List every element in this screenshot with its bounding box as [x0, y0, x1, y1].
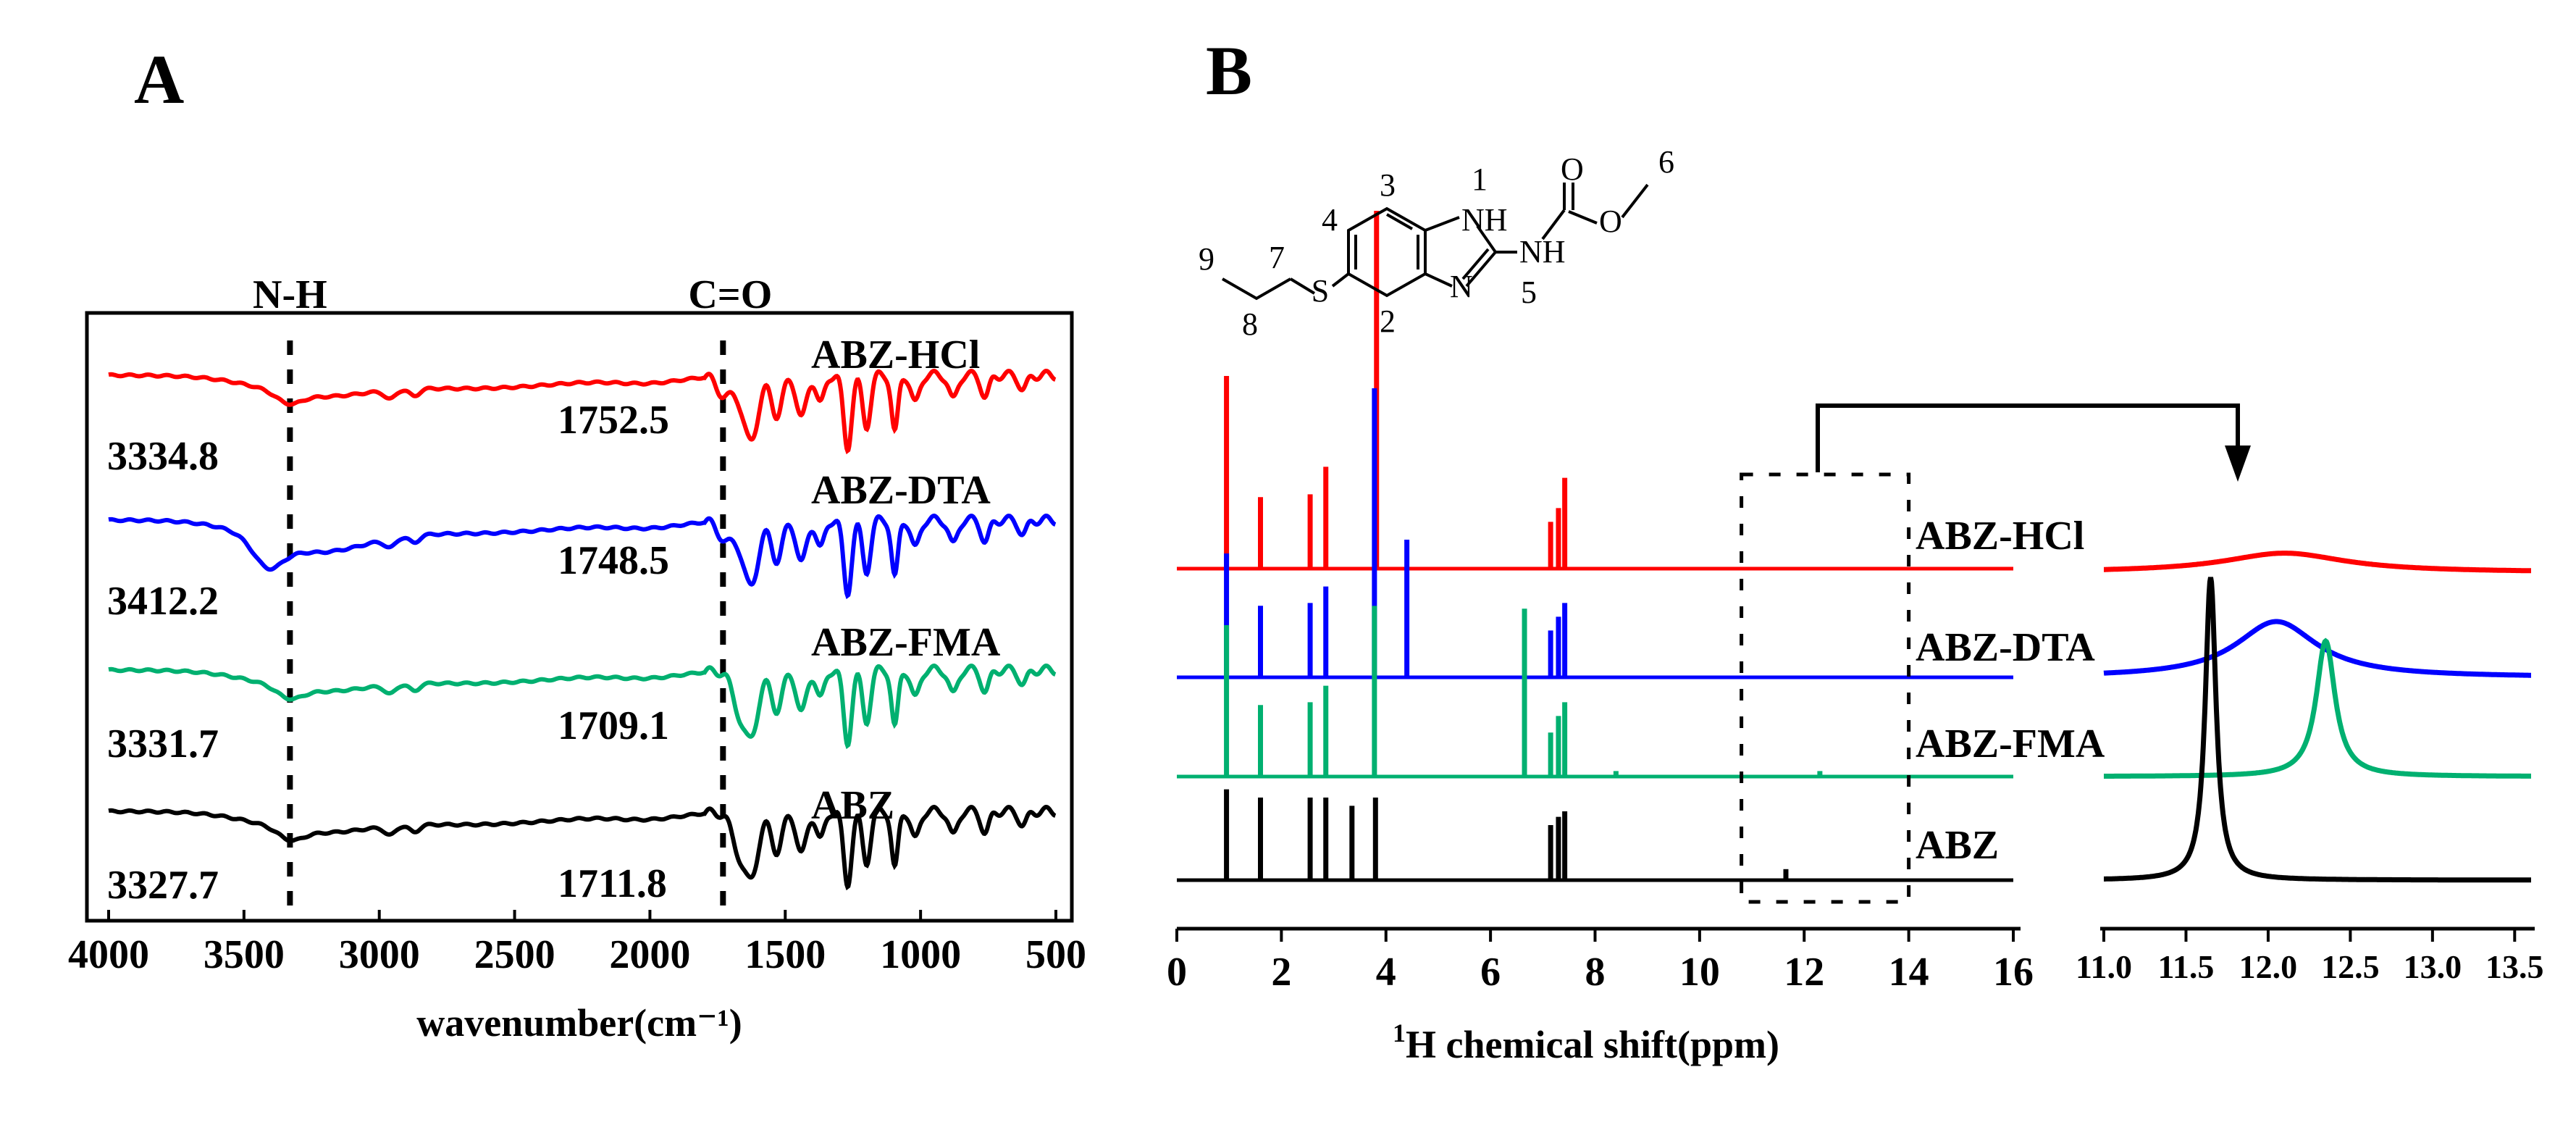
- ftir-nh-annotation: N-H: [253, 272, 327, 317]
- inset-x-tick-label: 13.5: [2485, 948, 2544, 985]
- atom-number-4: 4: [1322, 202, 1338, 238]
- benzene-ring: [1347, 206, 1427, 298]
- atom-number-8: 8: [1242, 306, 1258, 342]
- structure-labels: S NH N NH O O 1 2 3 4 5 6 7 8 9: [1199, 144, 1674, 342]
- ftir-x-tick-labels: 4000 3500 3000 2500 2000 1500 1000 500: [68, 932, 1086, 977]
- panel-label-a: A: [134, 41, 184, 118]
- nmr-series: [1177, 211, 2013, 882]
- ftir-nh-peak-hcl: 3334.8: [107, 434, 219, 479]
- ftir-x-tick-label: 3500: [204, 932, 285, 977]
- nmr-x-axis-label-main: H chemical shift(ppm): [1406, 1023, 1779, 1066]
- atom-o-carbonyl: O: [1561, 151, 1584, 187]
- inset-x-tick-label: 12.5: [2321, 948, 2380, 985]
- inset-x-tick-labels: 11.0 11.5 12.0 12.5 13.0 13.5: [2076, 948, 2544, 985]
- atom-o-ester: O: [1599, 204, 1622, 239]
- nmr-x-tick-label: 10: [1679, 950, 1720, 995]
- nmr-x-tick-label: 8: [1585, 950, 1606, 995]
- ftir-nh-peak-abz: 3327.7: [107, 863, 219, 908]
- ftir-x-axis-label: wavenumber(cm⁻¹): [416, 1001, 742, 1045]
- nmr-zoom-box: [1740, 472, 1911, 904]
- inset-x-tick-label: 11.0: [2076, 948, 2132, 985]
- inset-x-tick-label: 13.0: [2404, 948, 2462, 985]
- ftir-nh-peak-dta: 3412.2: [107, 579, 219, 624]
- atom-number-2: 2: [1380, 304, 1396, 339]
- atom-n: N: [1450, 269, 1473, 304]
- nmr-x-axis-label: 1H chemical shift(ppm): [1393, 1019, 1779, 1066]
- ftir-x-tick-label: 1000: [880, 932, 961, 977]
- nmr-x-ticks: [1175, 929, 2015, 942]
- nmr-x-axis-label-sup: 1: [1393, 1019, 1406, 1047]
- ftir-series-line: [108, 663, 1057, 750]
- ftir-x-tick-label: 500: [1025, 932, 1086, 977]
- atom-nh-1: NH: [1461, 202, 1508, 238]
- ftir-x-tick-label: 1500: [744, 932, 826, 977]
- ftir-x-tick-label: 4000: [68, 932, 149, 977]
- ftir-nh-peak-fma: 3331.7: [107, 722, 219, 766]
- nmr-zoom-inset: 11.0 11.5 12.0 12.5 13.0 13.5: [2076, 551, 2544, 985]
- ftir-x-tick-label: 2000: [609, 932, 690, 977]
- ftir-series: [108, 368, 1057, 891]
- ftir-plot-frame: [85, 311, 1074, 923]
- atom-number-7: 7: [1269, 240, 1285, 275]
- ftir-x-ticks: [107, 910, 1057, 921]
- nmr-series-label-hcl: ABZ-HCl: [1916, 514, 2084, 559]
- ftir-series-label-fma: ABZ-FMA: [811, 620, 1001, 665]
- inset-series-line: [2104, 637, 2531, 779]
- nmr-x-tick-labels: 0 2 4 6 8 10 12 14 16: [1167, 950, 2034, 995]
- ftir-co-peak-fma: 1709.1: [558, 703, 669, 748]
- ftir-co-peak-abz: 1711.8: [558, 861, 667, 906]
- atom-number-1: 1: [1472, 162, 1488, 197]
- panel-label-b: B: [1206, 32, 1252, 109]
- ftir-series-label-dta: ABZ-DTA: [811, 468, 991, 513]
- nmr-x-tick-label: 6: [1480, 950, 1501, 995]
- nmr-x-tick-label: 0: [1167, 950, 1187, 995]
- nmr-x-tick-label: 16: [1993, 950, 2034, 995]
- ftir-x-tick-label: 3000: [339, 932, 420, 977]
- atom-nh-5: NH: [1519, 234, 1566, 269]
- inset-x-tick-label: 11.5: [2157, 948, 2214, 985]
- ftir-chart: 4000 3500 3000 2500 2000 1500 1000 500 N-H C=O …: [68, 272, 1086, 1045]
- zoom-connector-arrow-line: [1816, 403, 2240, 472]
- ftir-co-peak-hcl: 1752.5: [558, 398, 669, 443]
- ftir-series-line: [108, 368, 1057, 455]
- zoom-arrow-head-icon: [2225, 446, 2251, 482]
- nmr-x-tick-label: 14: [1889, 950, 1929, 995]
- nmr-series-label-dta: ABZ-DTA: [1916, 625, 2095, 670]
- ftir-co-peak-dta: 1748.5: [558, 538, 669, 583]
- nmr-series-label-abz: ABZ: [1916, 823, 1999, 868]
- ftir-co-annotation: C=O: [688, 272, 772, 317]
- inset-series: [2103, 551, 2531, 883]
- nmr-x-tick-label: 2: [1271, 950, 1291, 995]
- inset-x-ticks: [2102, 929, 2517, 942]
- inset-series-line: [2104, 551, 2531, 574]
- ftir-x-tick-label: 2500: [474, 932, 555, 977]
- inset-x-tick-label: 12.0: [2239, 948, 2298, 985]
- inset-series-line: [2103, 619, 2531, 678]
- ftir-series-line: [108, 804, 1057, 891]
- ftir-series-label-abz: ABZ: [811, 783, 894, 828]
- nmr-x-tick-label: 4: [1376, 950, 1396, 995]
- atom-number-3: 3: [1380, 167, 1396, 203]
- ftir-series-line: [108, 513, 1057, 600]
- inset-series-line: [2104, 577, 2531, 883]
- nmr-chart: 0 2 4 6 8 10 12 14 16 ABZ-HCl ABZ-DTA ABZ-FMA AB…: [1167, 211, 2251, 1066]
- atom-number-5: 5: [1521, 275, 1537, 310]
- atom-number-9: 9: [1199, 241, 1214, 277]
- ftir-series-label-hcl: ABZ-HCl: [811, 332, 980, 377]
- nmr-x-tick-label: 12: [1784, 950, 1824, 995]
- albendazole-structure: [1222, 183, 1649, 301]
- nmr-series-label-fma: ABZ-FMA: [1916, 722, 2105, 766]
- atom-s: S: [1312, 273, 1329, 309]
- atom-number-6: 6: [1658, 144, 1674, 180]
